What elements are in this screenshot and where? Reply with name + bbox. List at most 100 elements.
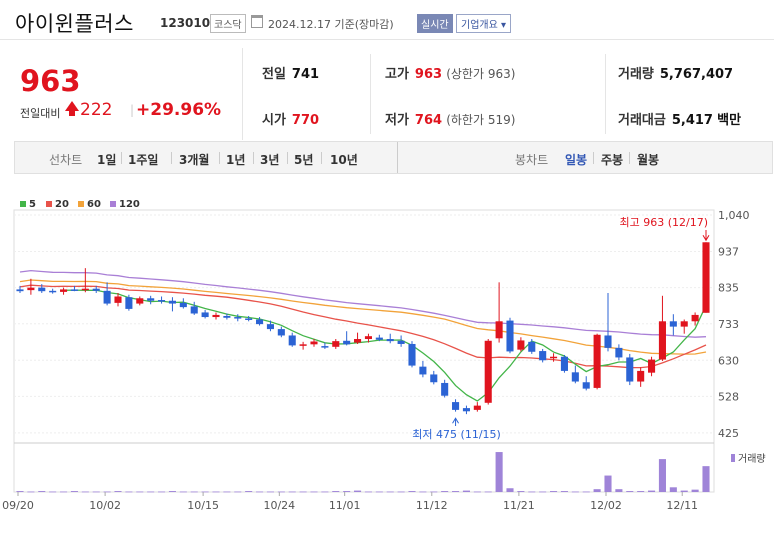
candle-chart-label: 봉차트	[515, 153, 549, 167]
volume-bar	[38, 491, 46, 492]
volume-bar	[81, 491, 89, 493]
candle-body	[517, 340, 525, 350]
stat-prev-close: 전일 741	[262, 67, 320, 82]
period-daily[interactable]: 일봉	[565, 153, 588, 167]
volume-bar	[408, 491, 416, 492]
candle-body	[299, 344, 307, 346]
y-tick-label: 425	[718, 427, 739, 440]
divider	[397, 142, 398, 173]
stat-open: 시가 770	[262, 113, 320, 128]
candle-body	[528, 341, 536, 352]
range-1d[interactable]: 1일	[97, 153, 117, 167]
volume-bar	[658, 459, 666, 492]
volume-bar	[136, 491, 144, 493]
range-10y[interactable]: 10년	[330, 153, 358, 167]
low-arrow-head	[452, 417, 459, 424]
volume-bar	[386, 491, 394, 493]
volume-bar	[114, 491, 122, 492]
legend-label: 20	[55, 199, 69, 210]
volume-bar	[495, 452, 503, 492]
volume-bar	[593, 489, 601, 492]
y-tick-label: 835	[718, 282, 739, 295]
axis-labels: 1,040 937 835 733 630 528 425 09/20 10/02 10/15 10…	[2, 209, 765, 512]
volume-bar	[571, 491, 579, 493]
divider	[593, 152, 594, 164]
y-tick-label: 733	[718, 318, 739, 331]
chart-toolbar: 선차트 1일 1주일 3개월 1년 3년 5년 10년 봉차트 일봉 주봉 월봉	[14, 141, 773, 174]
volume-bar	[321, 491, 329, 493]
volume-bar	[70, 491, 78, 492]
period-weekly[interactable]: 주봉	[601, 153, 624, 167]
volume-bar	[452, 491, 460, 492]
realtime-button[interactable]: 실시간	[417, 14, 453, 33]
volume-bar	[299, 491, 307, 493]
candle-body	[332, 341, 340, 347]
divider	[219, 152, 220, 164]
volume-bar	[680, 490, 688, 492]
candle-body	[277, 329, 285, 336]
y-tick-label: 630	[718, 354, 739, 367]
stat-amount: 거래대금 5,417 백만	[618, 113, 742, 128]
x-tick-label: 10/02	[89, 499, 121, 512]
volume-bar	[212, 491, 220, 493]
candle-body	[103, 290, 111, 304]
x-tick-label: 12/11	[666, 499, 698, 512]
candle-body	[70, 289, 78, 291]
volume-bar	[517, 491, 525, 492]
calendar-icon	[251, 15, 263, 28]
volume-bar	[223, 491, 231, 493]
candle-body	[343, 340, 351, 345]
moving-averages	[19, 269, 707, 402]
legend-swatch	[20, 201, 26, 207]
candle-body	[506, 320, 514, 352]
volume-bar	[364, 491, 372, 493]
candle-body	[462, 408, 470, 412]
volume-bar	[16, 491, 24, 492]
range-5y[interactable]: 5년	[294, 153, 314, 167]
volume-bar	[539, 491, 547, 493]
volume-bar	[669, 487, 677, 492]
legend-swatch	[78, 201, 84, 207]
high-arrow-head	[702, 235, 710, 242]
candle-body	[680, 321, 688, 327]
stock-chart[interactable]: 5 20 60 120 1,040 937 835 733 630 528 425 09/20 10/…	[0, 190, 774, 535]
company-overview-button[interactable]: 기업개요 ▾	[456, 14, 511, 33]
candle-body	[539, 351, 547, 361]
volume-bar	[354, 490, 362, 492]
range-1y[interactable]: 1년	[226, 153, 246, 167]
volume-bar	[626, 491, 634, 492]
range-3y[interactable]: 3년	[260, 153, 280, 167]
candles	[16, 242, 710, 415]
candle-body	[81, 288, 89, 291]
price-box: 963 전일대비 222 | +29.96%	[14, 48, 242, 140]
legend-swatch	[110, 201, 116, 207]
candle-body	[114, 296, 122, 303]
range-1w[interactable]: 1주일	[128, 153, 159, 167]
volume-bar	[604, 475, 612, 492]
line-chart-label: 선차트	[49, 153, 83, 167]
period-monthly[interactable]: 월봉	[637, 153, 660, 167]
volume-bar	[462, 490, 470, 492]
candle-body	[375, 337, 383, 340]
candle-body	[266, 324, 274, 330]
candle-body	[658, 321, 666, 360]
candle-body	[408, 343, 416, 366]
volume-bar	[288, 491, 296, 493]
candle-body	[212, 314, 220, 318]
range-3m[interactable]: 3개월	[179, 153, 210, 167]
ma20-line	[19, 284, 707, 369]
volume-bar	[266, 491, 274, 493]
volume-bar	[277, 491, 285, 493]
volume-bar	[234, 491, 242, 493]
candle-body	[452, 402, 460, 410]
candle-body	[386, 339, 394, 342]
candle-body	[38, 287, 46, 292]
candle-body	[626, 357, 634, 382]
chart-grid	[13, 209, 715, 493]
volume-bar	[441, 491, 449, 492]
stock-code: 123010	[160, 16, 211, 30]
divider	[253, 152, 254, 164]
base-date: 2024.12.17 기준(장마감)	[268, 18, 394, 31]
volume-bar	[343, 491, 351, 492]
legend-label: 60	[87, 199, 101, 210]
